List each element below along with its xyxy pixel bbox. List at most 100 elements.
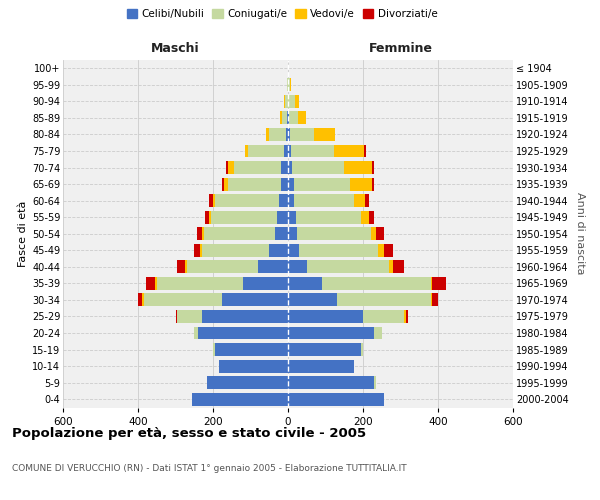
Bar	[374, 326, 382, 340]
Text: Femmine: Femmine	[368, 42, 433, 55]
Bar	[197, 228, 202, 240]
Bar	[293, 178, 350, 190]
Bar	[215, 194, 278, 207]
Bar	[287, 112, 288, 124]
Bar	[314, 128, 335, 141]
Bar	[296, 210, 361, 224]
Bar	[295, 95, 299, 108]
Bar	[275, 228, 288, 240]
Bar	[353, 194, 365, 207]
Bar	[287, 78, 288, 92]
Bar	[361, 210, 368, 224]
Bar	[213, 194, 215, 207]
Bar	[221, 178, 223, 190]
Bar	[373, 161, 374, 174]
Bar	[289, 112, 298, 124]
Bar	[376, 228, 383, 240]
Bar	[146, 277, 155, 290]
Bar	[298, 112, 305, 124]
Bar	[288, 78, 290, 92]
Bar	[307, 260, 389, 274]
Bar	[269, 244, 288, 257]
Bar	[361, 343, 363, 356]
Bar	[205, 210, 209, 224]
Legend: Celibi/Nubili, Coniugati/e, Vedovi/e, Divorziati/e: Celibi/Nubili, Coniugati/e, Vedovi/e, Di…	[122, 5, 442, 24]
Bar	[178, 310, 202, 323]
Bar	[363, 310, 404, 323]
Text: Maschi: Maschi	[151, 42, 200, 55]
Bar	[433, 277, 445, 290]
Bar	[226, 161, 228, 174]
Bar	[194, 326, 198, 340]
Bar	[265, 128, 269, 141]
Bar	[378, 244, 383, 257]
Bar	[288, 260, 307, 274]
Bar	[288, 144, 291, 158]
Bar	[176, 310, 178, 323]
Bar	[322, 277, 431, 290]
Bar	[198, 326, 288, 340]
Bar	[228, 161, 233, 174]
Bar	[228, 178, 281, 190]
Bar	[277, 210, 288, 224]
Bar	[187, 260, 258, 274]
Bar	[218, 360, 288, 372]
Bar	[155, 277, 157, 290]
Bar	[288, 161, 292, 174]
Bar	[202, 310, 288, 323]
Bar	[334, 144, 364, 158]
Bar	[288, 294, 337, 306]
Y-axis label: Anni di nascita: Anni di nascita	[575, 192, 586, 275]
Bar	[288, 393, 383, 406]
Bar	[364, 144, 366, 158]
Bar	[223, 178, 228, 190]
Bar	[288, 244, 299, 257]
Bar	[278, 194, 288, 207]
Bar	[373, 178, 374, 190]
Bar	[142, 294, 143, 306]
Bar	[202, 228, 203, 240]
Bar	[291, 144, 334, 158]
Bar	[157, 277, 243, 290]
Bar	[248, 144, 284, 158]
Bar	[286, 128, 288, 141]
Bar	[202, 244, 269, 257]
Bar	[280, 112, 281, 124]
Bar	[431, 277, 433, 290]
Text: COMUNE DI VERUCCHIO (RN) - Dati ISTAT 1° gennaio 2005 - Elaborazione TUTTITALIA.: COMUNE DI VERUCCHIO (RN) - Dati ISTAT 1°…	[12, 464, 407, 473]
Bar	[281, 112, 287, 124]
Bar	[288, 343, 361, 356]
Y-axis label: Fasce di età: Fasce di età	[17, 200, 28, 267]
Text: Popolazione per età, sesso e stato civile - 2005: Popolazione per età, sesso e stato civil…	[12, 428, 366, 440]
Bar	[209, 194, 213, 207]
Bar	[281, 161, 288, 174]
Bar	[178, 260, 185, 274]
Bar	[365, 194, 368, 207]
Bar	[284, 144, 288, 158]
Bar	[284, 95, 287, 108]
Bar	[290, 128, 314, 141]
Bar	[292, 161, 344, 174]
Bar	[288, 112, 289, 124]
Bar	[288, 228, 298, 240]
Bar	[223, 294, 288, 306]
Bar	[371, 228, 376, 240]
Bar	[337, 294, 431, 306]
Bar	[258, 260, 288, 274]
Bar	[208, 376, 288, 389]
Bar	[431, 294, 433, 306]
Bar	[269, 128, 286, 141]
Bar	[374, 376, 376, 389]
Bar	[200, 244, 202, 257]
Bar	[288, 310, 363, 323]
Bar	[203, 228, 275, 240]
Bar	[211, 210, 277, 224]
Bar	[245, 144, 248, 158]
Bar	[406, 310, 408, 323]
Bar	[213, 343, 215, 356]
Bar	[209, 210, 211, 224]
Bar	[288, 277, 322, 290]
Bar	[193, 393, 288, 406]
Bar	[215, 343, 288, 356]
Bar	[243, 277, 288, 290]
